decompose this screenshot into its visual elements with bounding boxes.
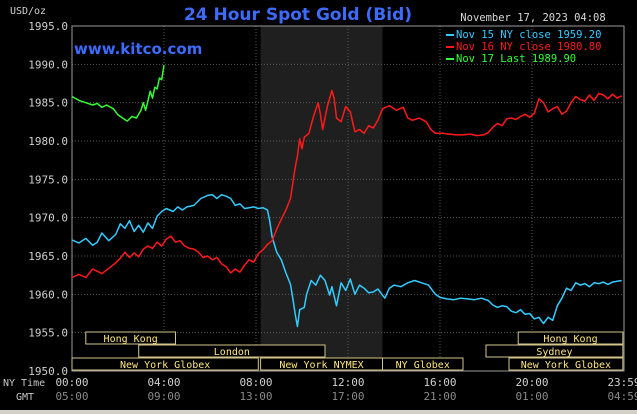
ny-time-tick: 00:00 [55, 376, 88, 389]
session-label: NY Globex [396, 360, 450, 371]
y-tick-label: 1965.0 [28, 250, 68, 263]
ny-nymex-shaded-region [260, 26, 383, 371]
ny-time-tick: 08:00 [239, 376, 272, 389]
y-axis: 1950.0 1955.0 1960.0 1965.0 1970.0 1975.0 1980… [28, 20, 68, 378]
y-tick-label: 1955.0 [28, 327, 68, 340]
ny-time-label: NY Time [3, 378, 45, 389]
gmt-time-tick: 17:00 [331, 390, 364, 403]
session-bar [138, 344, 326, 358]
plot-frame [71, 25, 625, 372]
ny-time-tick: 04:00 [147, 376, 180, 389]
timestamp: November 17, 2023 04:08 [460, 12, 605, 24]
session-bar [508, 357, 624, 371]
series-line [71, 89, 623, 279]
ny-time-tick: 20:00 [515, 376, 548, 389]
session-label: New York Globex [120, 360, 210, 371]
y-tick-label: 1985.0 [28, 97, 68, 110]
gmt-time-tick: 01:00 [515, 390, 548, 403]
price-series [71, 64, 623, 328]
session-label: New York Globex [521, 360, 611, 371]
session-bar [382, 357, 464, 371]
session-bar [85, 331, 176, 345]
session-bar [485, 344, 624, 358]
series-line [71, 64, 165, 122]
session-label: Sydney [536, 347, 572, 358]
gmt-time-tick: 04:59 [607, 390, 637, 403]
chart-title: 24 Hour Spot Gold (Bid) [184, 5, 412, 25]
gmt-time-tick: 21:00 [423, 390, 456, 403]
session-bar [71, 357, 259, 371]
y-tick-label: 1975.0 [28, 173, 68, 186]
kitco-watermark: www.kitco.com [74, 40, 202, 58]
session-label: London [214, 347, 250, 358]
y-tick-label: 1950.0 [28, 365, 68, 378]
y-tick-label: 1980.0 [28, 135, 68, 148]
y-tick-label: 1960.0 [28, 288, 68, 301]
y-tick-label: 1970.0 [28, 212, 68, 225]
legend-entry: Nov 17 Last 1989.90 [456, 53, 576, 65]
ny-time-tick: 23:59 [607, 376, 637, 389]
market-sessions: Hong Kong Hong Kong London Sydney New York G… [71, 331, 624, 371]
legend-swatch [446, 46, 454, 48]
gmt-time-tick: 09:00 [147, 390, 180, 403]
legend-entry: Nov 16 NY close 1980.80 [456, 41, 601, 53]
ny-time-tick: 12:00 [331, 376, 364, 389]
session-label: Hong Kong [104, 334, 158, 345]
gmt-time-tick: 13:00 [239, 390, 272, 403]
unit-label: USD/oz [10, 6, 46, 17]
gmt-label: GMT [16, 392, 34, 403]
y-tick-label: 1990.0 [28, 58, 68, 71]
legend-swatch [446, 58, 454, 60]
session-label: New York NYMEX [279, 360, 363, 371]
legend-swatch [446, 34, 454, 36]
y-tick-label: 1995.0 [28, 20, 68, 33]
ny-time-tick: 16:00 [423, 376, 456, 389]
session-bar [517, 331, 624, 345]
series-line [71, 193, 622, 328]
session-label: Hong Kong [543, 334, 597, 345]
gmt-time-tick: 05:00 [55, 390, 88, 403]
legend-entry: Nov 15 NY close 1959.20 [456, 29, 601, 41]
